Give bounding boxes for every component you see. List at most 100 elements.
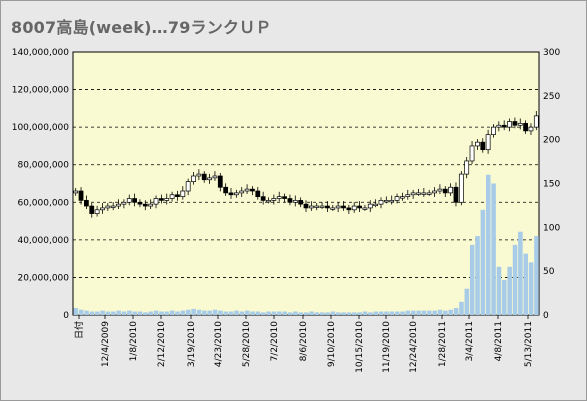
candle-body <box>175 194 180 197</box>
volume-bar <box>202 310 207 315</box>
candle-body <box>266 200 271 203</box>
right-tick-label: 100 <box>543 223 560 233</box>
volume-bar <box>309 311 314 315</box>
volume-bar <box>186 309 191 315</box>
x-axis: 日付 12/4/2009 1/8/2010 2/12/2010 3/19/2010 4/2… <box>74 315 534 373</box>
x-tick-label: 1/8/2010 <box>129 321 139 362</box>
volume-bar <box>250 311 255 315</box>
candle-body <box>271 198 277 201</box>
volume-bar <box>207 310 212 315</box>
volume-bar <box>143 312 148 315</box>
right-tick-label: 150 <box>543 180 560 190</box>
candle-body <box>517 123 523 126</box>
volume-bar <box>459 301 464 315</box>
candle-body <box>110 205 116 208</box>
volume-bar <box>212 309 218 315</box>
volume-bar <box>196 309 202 315</box>
right-axis: 0 50 100 150 200 250 300 <box>543 48 560 321</box>
volume-bar <box>105 311 111 315</box>
volume-bar <box>255 311 261 315</box>
volume-bar <box>362 311 368 315</box>
candle-body <box>437 188 443 192</box>
volume-bar <box>475 236 480 315</box>
x-tick-label: 12/24/2010 <box>409 321 419 373</box>
volume-bar <box>512 244 518 315</box>
left-tick-label: 40,000,000 <box>17 236 69 246</box>
volume-bar <box>137 311 143 315</box>
candle-body <box>335 205 341 209</box>
candle-body <box>528 126 534 132</box>
candle-body <box>228 192 234 196</box>
volume-bar <box>389 311 395 315</box>
x-tick-label: 7/2/2010 <box>270 321 280 362</box>
candle-body <box>383 200 389 203</box>
volume-bar <box>507 266 512 315</box>
volume-bar <box>502 279 507 315</box>
candle-body <box>73 190 79 194</box>
candle-body <box>94 209 100 214</box>
candle-body <box>464 160 470 175</box>
volume-bar <box>485 174 491 315</box>
volume-bar <box>491 183 496 315</box>
candle-body <box>217 175 223 188</box>
volume-bar <box>534 236 539 315</box>
volume-bar <box>218 310 223 315</box>
candle-body <box>357 205 362 209</box>
volume-bar <box>319 312 325 315</box>
candle-body <box>196 173 202 177</box>
volume-bar <box>73 307 79 315</box>
candle-body <box>153 198 159 205</box>
candle-body <box>319 205 325 208</box>
candle-body <box>260 196 266 201</box>
volume-bar <box>266 311 271 315</box>
candle-body <box>491 126 496 136</box>
left-tick-label: 60,000,000 <box>17 198 69 208</box>
right-tick-label: 300 <box>543 48 560 58</box>
candle-body <box>282 196 287 199</box>
candle-body <box>239 190 245 194</box>
candle-body <box>485 134 491 151</box>
volume-bar <box>244 310 250 315</box>
volume-bar <box>116 310 121 315</box>
volume-bar <box>78 309 84 315</box>
right-tick-label: 0 <box>543 311 549 321</box>
volume-bar <box>496 266 502 315</box>
volume-bar <box>394 311 400 315</box>
candle-body <box>389 200 395 203</box>
candle-body <box>314 205 320 208</box>
volume-bar <box>464 288 470 315</box>
volume-bar <box>427 310 432 315</box>
volume-bar <box>277 311 282 315</box>
volume-bar <box>480 209 486 315</box>
candle-body <box>185 181 191 192</box>
volume-bar <box>352 312 357 315</box>
left-axis: 0 20,000,000 40,000,000 60,000,000 80,000,00… <box>12 48 70 321</box>
candle-body <box>400 196 405 199</box>
x-tick-label: 4/8/2011 <box>494 321 504 361</box>
right-tick-label: 250 <box>543 92 560 102</box>
candle-body <box>512 121 518 126</box>
x-tick-label: 5/28/2010 <box>242 321 252 367</box>
candle-body <box>201 173 207 181</box>
volume-bar <box>373 311 379 315</box>
candle-body <box>507 121 512 128</box>
volume-bar <box>453 307 459 315</box>
candle-body <box>287 198 293 203</box>
volume-bars <box>73 174 539 315</box>
candle-body <box>180 190 186 197</box>
volume-bar <box>469 244 475 315</box>
candle-body <box>523 123 528 132</box>
volume-bar <box>416 310 421 315</box>
volume-bar <box>378 311 384 315</box>
volume-bar <box>335 312 341 315</box>
candle-body <box>148 203 154 207</box>
candle-body <box>276 196 282 199</box>
x-tick-label: 9/10/2010 <box>327 321 337 367</box>
volume-bar <box>432 310 437 315</box>
candle-body <box>373 203 379 207</box>
x-tick-label: 10/15/2010 <box>355 321 365 373</box>
candle-body <box>116 203 121 207</box>
volume-bar <box>89 311 95 315</box>
